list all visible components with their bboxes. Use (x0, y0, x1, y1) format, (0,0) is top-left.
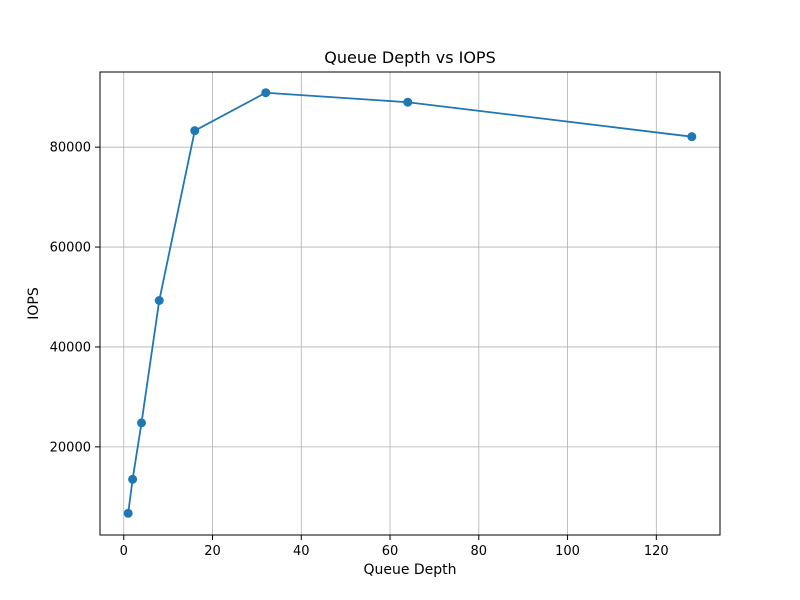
data-point (128, 474, 138, 484)
x-tick-label: 20 (204, 544, 221, 559)
chart-title: Queue Depth vs IOPS (324, 48, 495, 67)
y-axis-label: IOPS (26, 287, 42, 320)
grid-lines (100, 72, 720, 535)
y-tick-label: 80000 (50, 141, 91, 156)
plot-frame (99, 71, 721, 536)
axis-ticks: 0 20 40 60 80 100 120 20000 40000 60000 80000 (50, 141, 669, 559)
data-point (154, 296, 164, 306)
series-line (127, 91, 692, 514)
data-point (261, 88, 271, 98)
data-point (190, 126, 200, 136)
y-tick-label: 60000 (50, 241, 91, 256)
x-tick-label: 80 (471, 544, 488, 559)
data-point (123, 508, 133, 518)
x-axis-label: Queue Depth (363, 562, 456, 578)
data-point (136, 418, 146, 428)
x-tick-label: 0 (120, 544, 128, 559)
series-layer (123, 88, 697, 518)
data-point (403, 97, 413, 107)
data-point (687, 132, 697, 142)
x-tick-label: 40 (293, 544, 310, 559)
x-tick-label: 100 (555, 544, 580, 559)
y-tick-label: 20000 (50, 440, 91, 455)
x-tick-label: 60 (382, 544, 399, 559)
y-tick-label: 40000 (50, 340, 91, 355)
x-tick-label: 120 (644, 544, 669, 559)
